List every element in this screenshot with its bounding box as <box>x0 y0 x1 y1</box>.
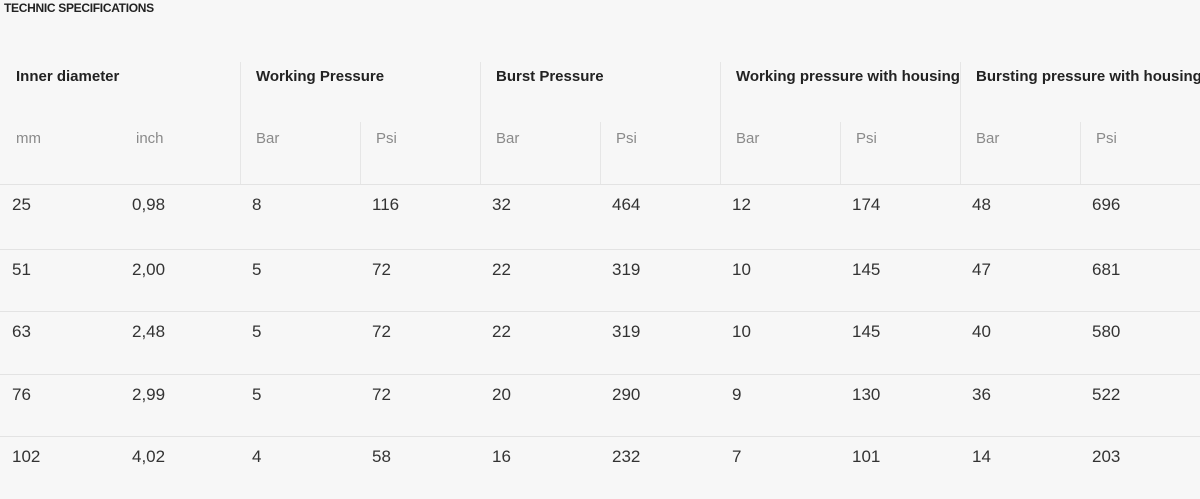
cell-working-psi: 58 <box>372 447 391 466</box>
unit-header-working-psi: Psi <box>376 130 397 147</box>
unit-header-bursting-housing-psi: Psi <box>1096 130 1117 147</box>
cell-working-housing-bar: 7 <box>732 447 742 466</box>
cell-bursting-housing-bar: 14 <box>972 447 991 466</box>
column-divider <box>840 122 841 184</box>
group-header-working-pressure: Working Pressure <box>256 68 385 85</box>
cell-bursting-housing-bar: 40 <box>972 322 991 341</box>
table-row: 25 0,98 8 116 32 464 12 174 48 696 <box>0 185 1200 247</box>
cell-working-housing-bar: 10 <box>732 260 751 279</box>
cell-bursting-housing-bar: 47 <box>972 260 991 279</box>
cell-working-housing-bar: 10 <box>732 322 751 341</box>
unit-header-working-housing-bar: Bar <box>736 130 760 147</box>
table-group-header-row: Inner diameter Working Pressure Burst Pr… <box>0 62 1200 120</box>
column-divider <box>1080 122 1081 184</box>
group-header-inner-diameter: Inner diameter <box>16 68 120 85</box>
unit-header-inch: inch <box>136 130 164 147</box>
cell-burst-bar: 22 <box>492 260 511 279</box>
table-row: 63 2,48 5 72 22 319 10 145 40 580 <box>0 312 1200 374</box>
cell-inch: 2,00 <box>132 260 166 279</box>
cell-bursting-housing-psi: 203 <box>1092 447 1121 466</box>
cell-working-bar: 5 <box>252 385 262 404</box>
cell-bursting-housing-psi: 681 <box>1092 260 1121 279</box>
table-row: 51 2,00 5 72 22 319 10 145 47 681 <box>0 250 1200 312</box>
cell-inch: 2,48 <box>132 322 166 341</box>
unit-header-burst-bar: Bar <box>496 130 520 147</box>
group-header-burst-pressure: Burst Pressure <box>496 68 604 85</box>
cell-burst-psi: 319 <box>612 260 641 279</box>
cell-working-psi: 116 <box>372 195 400 214</box>
cell-working-bar: 4 <box>252 447 262 466</box>
cell-mm: 63 <box>12 322 31 341</box>
column-divider <box>960 62 961 184</box>
cell-mm: 51 <box>12 260 31 279</box>
cell-burst-psi: 319 <box>612 322 641 341</box>
table-row: 102 4,02 4 58 16 232 7 101 14 203 <box>0 437 1200 499</box>
cell-burst-bar: 16 <box>492 447 511 466</box>
column-divider <box>360 122 361 184</box>
row-divider <box>0 184 1200 185</box>
row-divider <box>0 374 1200 375</box>
cell-bursting-housing-psi: 696 <box>1092 195 1121 214</box>
cell-burst-bar: 20 <box>492 385 511 404</box>
unit-header-working-bar: Bar <box>256 130 280 147</box>
cell-bursting-housing-bar: 48 <box>972 195 991 214</box>
cell-working-housing-psi: 101 <box>852 447 881 466</box>
cell-burst-psi: 232 <box>612 447 641 466</box>
cell-working-housing-psi: 145 <box>852 322 881 341</box>
row-divider <box>0 436 1200 437</box>
cell-working-housing-psi: 130 <box>852 385 881 404</box>
cell-burst-psi: 464 <box>612 195 641 214</box>
cell-working-bar: 8 <box>252 195 262 214</box>
cell-burst-bar: 32 <box>492 195 511 214</box>
cell-working-housing-bar: 9 <box>732 385 742 404</box>
row-divider <box>0 249 1200 250</box>
page-title: TECHNIC SPECIFICATIONS <box>4 1 154 15</box>
column-divider <box>480 62 481 184</box>
unit-header-burst-psi: Psi <box>616 130 637 147</box>
unit-header-bursting-housing-bar: Bar <box>976 130 1000 147</box>
cell-mm: 102 <box>12 447 41 466</box>
group-header-bursting-pressure-housing: Bursting pressure with housing <box>976 68 1200 85</box>
cell-burst-psi: 290 <box>612 385 641 404</box>
cell-burst-bar: 22 <box>492 322 511 341</box>
table-row: 76 2,99 5 72 20 290 9 130 36 522 <box>0 375 1200 437</box>
cell-bursting-housing-psi: 522 <box>1092 385 1121 404</box>
cell-working-bar: 5 <box>252 322 262 341</box>
cell-working-psi: 72 <box>372 260 391 279</box>
cell-mm: 76 <box>12 385 31 404</box>
column-divider <box>240 62 241 184</box>
cell-inch: 0,98 <box>132 195 166 214</box>
cell-working-housing-psi: 145 <box>852 260 881 279</box>
cell-working-psi: 72 <box>372 322 391 341</box>
cell-inch: 2,99 <box>132 385 166 404</box>
cell-bursting-housing-psi: 580 <box>1092 322 1121 341</box>
unit-header-working-housing-psi: Psi <box>856 130 877 147</box>
row-divider <box>0 311 1200 312</box>
column-divider <box>600 122 601 184</box>
cell-bursting-housing-bar: 36 <box>972 385 991 404</box>
group-header-working-pressure-housing: Working pressure with housing <box>736 68 960 85</box>
cell-working-housing-psi: 174 <box>852 195 881 214</box>
table-unit-header-row: mm inch Bar Psi Bar Psi Bar Psi Bar Psi <box>0 120 1200 184</box>
column-divider <box>720 62 721 184</box>
cell-working-bar: 5 <box>252 260 262 279</box>
cell-mm: 25 <box>12 195 31 214</box>
cell-inch: 4,02 <box>132 447 166 466</box>
unit-header-mm: mm <box>16 130 41 147</box>
cell-working-psi: 72 <box>372 385 391 404</box>
cell-working-housing-bar: 12 <box>732 195 751 214</box>
